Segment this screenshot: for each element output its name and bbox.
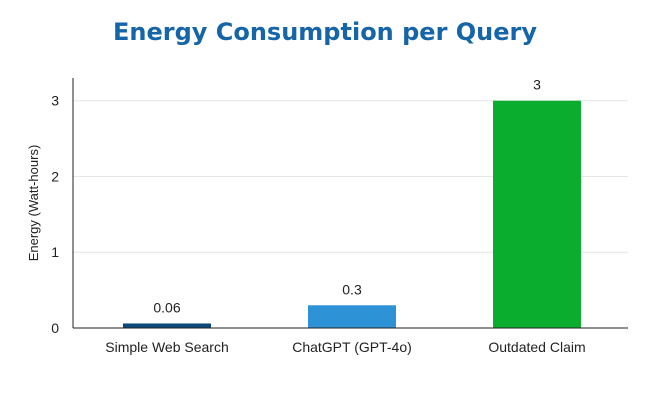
bar-chatgpt-gpt-4o (308, 305, 396, 328)
x-tick-label-0: Simple Web Search (105, 339, 228, 355)
x-tick-label-2: Outdated Claim (488, 339, 585, 355)
y-axis-label: Energy (Watt-hours) (26, 145, 41, 262)
axes (72, 78, 628, 329)
data-label-0: 0.06 (153, 299, 180, 315)
data-label-1: 0.3 (342, 281, 362, 297)
bar-outdated-claim (493, 100, 581, 329)
x-tick-labels: Simple Web Search ChatGPT (GPT-4o) Outdate… (105, 339, 585, 355)
data-label-2: 3 (533, 77, 541, 93)
bars (123, 100, 581, 329)
x-tick-label-1: ChatGPT (GPT-4o) (292, 339, 412, 355)
y-tick-label-2: 2 (51, 168, 59, 184)
y-tick-label-1: 1 (51, 244, 59, 260)
bar-simple-web-search (123, 323, 211, 328)
y-tick-label-3: 3 (51, 93, 59, 109)
data-labels: 0.06 0.3 3 (153, 77, 541, 316)
y-tick-label-0: 0 (51, 320, 59, 336)
y-tick-labels: 0 1 2 3 (51, 93, 59, 336)
chart-title: Energy Consumption per Query (113, 18, 537, 46)
